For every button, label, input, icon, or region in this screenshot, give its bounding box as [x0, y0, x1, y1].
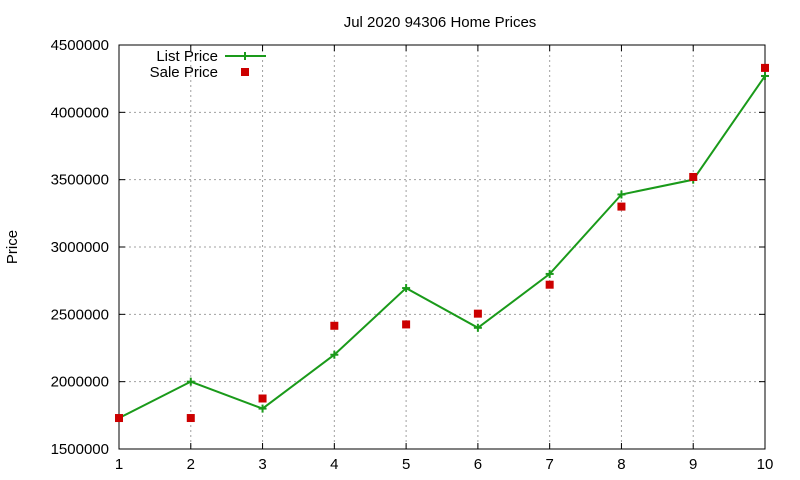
series-marks	[115, 63, 769, 423]
sale-price-point	[689, 172, 698, 181]
sale-price-point	[402, 320, 411, 329]
grid-lines	[119, 45, 765, 449]
y-tick-label: 4500000	[51, 37, 109, 54]
x-tick-label: 3	[258, 456, 266, 473]
list-price-point	[402, 284, 411, 293]
chart-title: Jul 2020 94306 Home Prices	[344, 14, 537, 31]
y-tick-label: 4000000	[51, 104, 109, 121]
sale-price-point	[617, 202, 626, 211]
legend-label-list-price: List Price	[156, 48, 218, 65]
sale-price-point	[330, 321, 339, 330]
x-tick-label: 9	[689, 456, 697, 473]
y-tick-label: 3500000	[51, 172, 109, 189]
x-tick-label: 10	[757, 456, 774, 473]
x-tick-label: 7	[545, 456, 553, 473]
x-tick-label: 2	[187, 456, 195, 473]
list-price-point	[330, 350, 339, 359]
y-tick-label: 1500000	[51, 441, 109, 458]
x-tick-label: 4	[330, 456, 338, 473]
legend-label-sale-price: Sale Price	[150, 64, 218, 81]
x-tick-label: 1	[115, 456, 123, 473]
list-price-point	[617, 190, 626, 199]
x-tick-label: 6	[474, 456, 482, 473]
sale-price-point	[115, 414, 123, 423]
y-axis-label: Price	[4, 230, 21, 264]
y-tick-label: 3000000	[51, 239, 109, 256]
x-tick-label: 5	[402, 456, 410, 473]
axis-ticks: 1500000 2000000 2500000 3000000 3500000 40000…	[51, 37, 774, 473]
sale-price-point	[761, 63, 769, 72]
legend-swatch-sale-price	[241, 68, 249, 76]
list-price-point	[545, 269, 554, 278]
sale-price-point	[258, 394, 267, 403]
list-price-point	[473, 323, 482, 332]
list-price-line	[118, 75, 766, 419]
sale-price-point	[473, 309, 482, 318]
list-price-point	[761, 71, 769, 80]
y-tick-label: 2000000	[51, 374, 109, 391]
y-tick-label: 2500000	[51, 306, 109, 323]
list-price-point	[186, 377, 195, 386]
x-tick-label: 8	[617, 456, 625, 473]
list-price-point	[258, 404, 267, 413]
sale-price-point	[186, 414, 195, 423]
sale-price-point	[545, 280, 554, 289]
